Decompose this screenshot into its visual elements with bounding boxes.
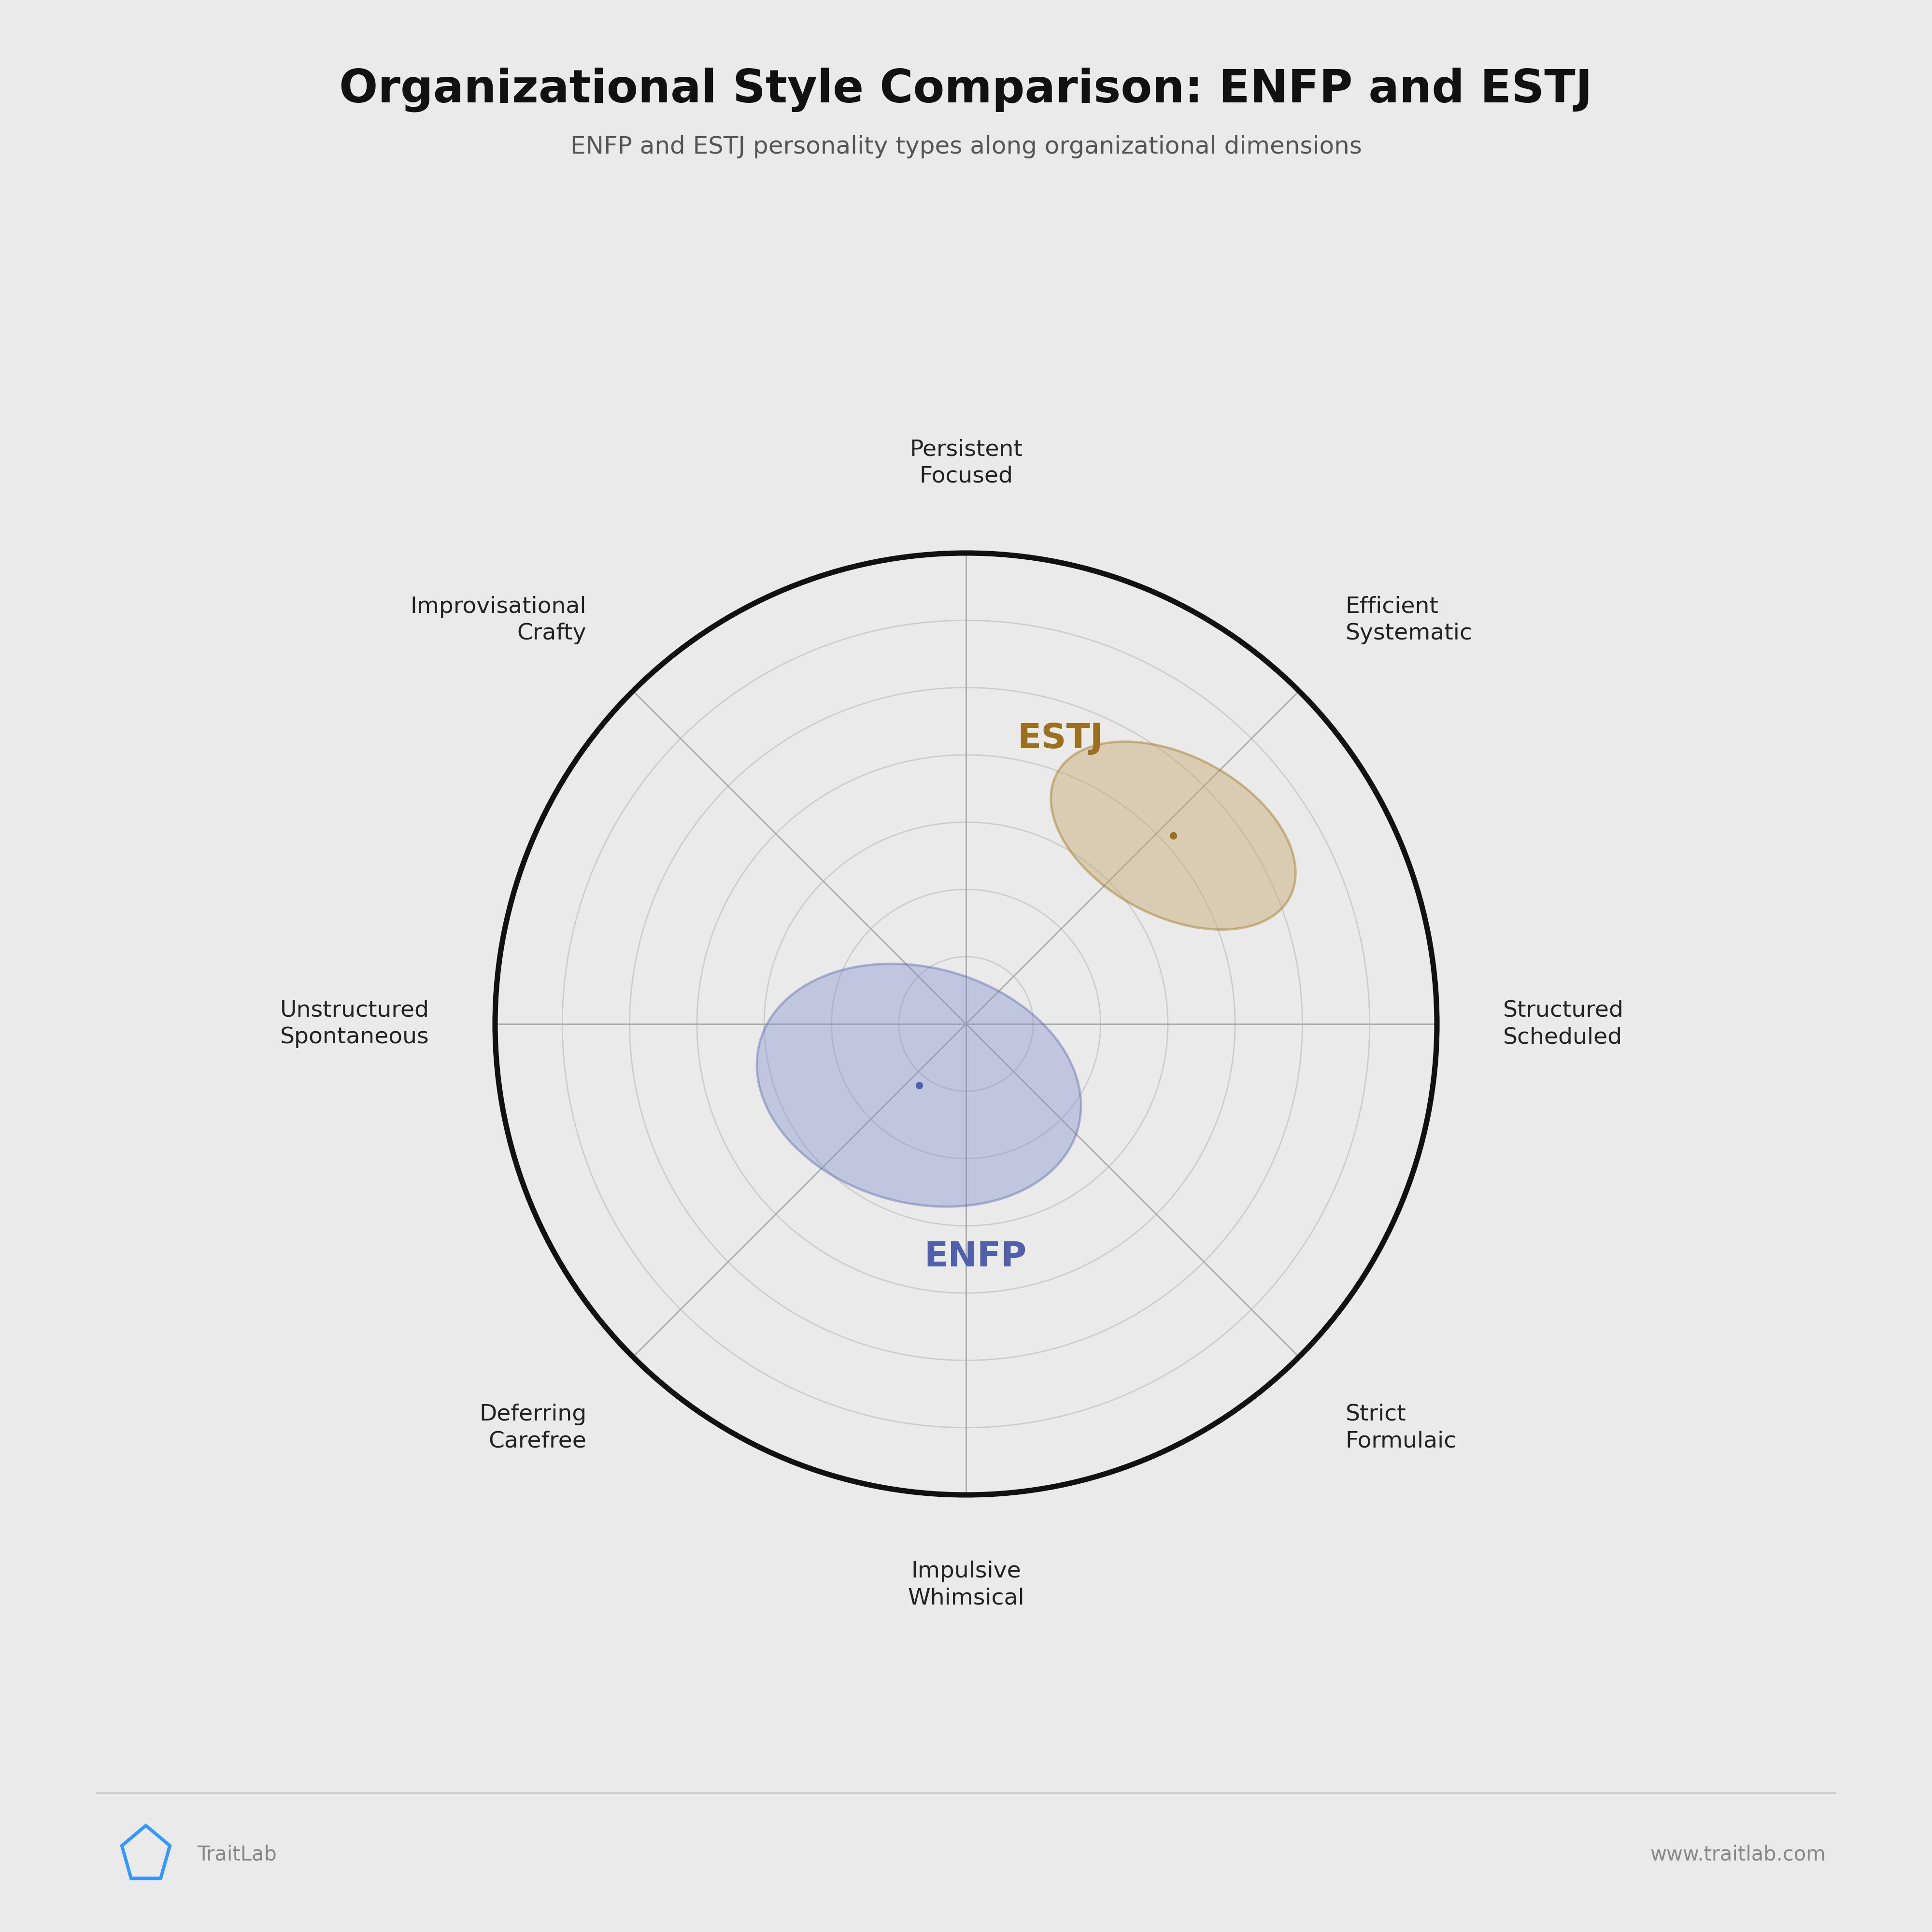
Text: Persistent
Focused: Persistent Focused	[910, 439, 1022, 487]
Text: Unstructured
Spontaneous: Unstructured Spontaneous	[280, 999, 429, 1049]
Text: Organizational Style Comparison: ENFP and ESTJ: Organizational Style Comparison: ENFP an…	[340, 68, 1592, 112]
Text: Strict
Formulaic: Strict Formulaic	[1345, 1403, 1457, 1453]
Text: Improvisational
Crafty: Improvisational Crafty	[410, 595, 587, 645]
Text: www.traitlab.com: www.traitlab.com	[1650, 1845, 1826, 1864]
Text: ESTJ: ESTJ	[1018, 723, 1103, 755]
Ellipse shape	[1051, 742, 1296, 929]
Text: Impulsive
Whimsical: Impulsive Whimsical	[908, 1561, 1024, 1609]
Text: Deferring
Carefree: Deferring Carefree	[479, 1403, 587, 1453]
Text: TraitLab: TraitLab	[197, 1845, 276, 1864]
Text: Efficient
Systematic: Efficient Systematic	[1345, 595, 1472, 645]
Ellipse shape	[757, 964, 1082, 1208]
Text: ENFP: ENFP	[923, 1240, 1026, 1273]
Text: ENFP and ESTJ personality types along organizational dimensions: ENFP and ESTJ personality types along or…	[570, 135, 1362, 158]
Text: Structured
Scheduled: Structured Scheduled	[1503, 999, 1623, 1049]
